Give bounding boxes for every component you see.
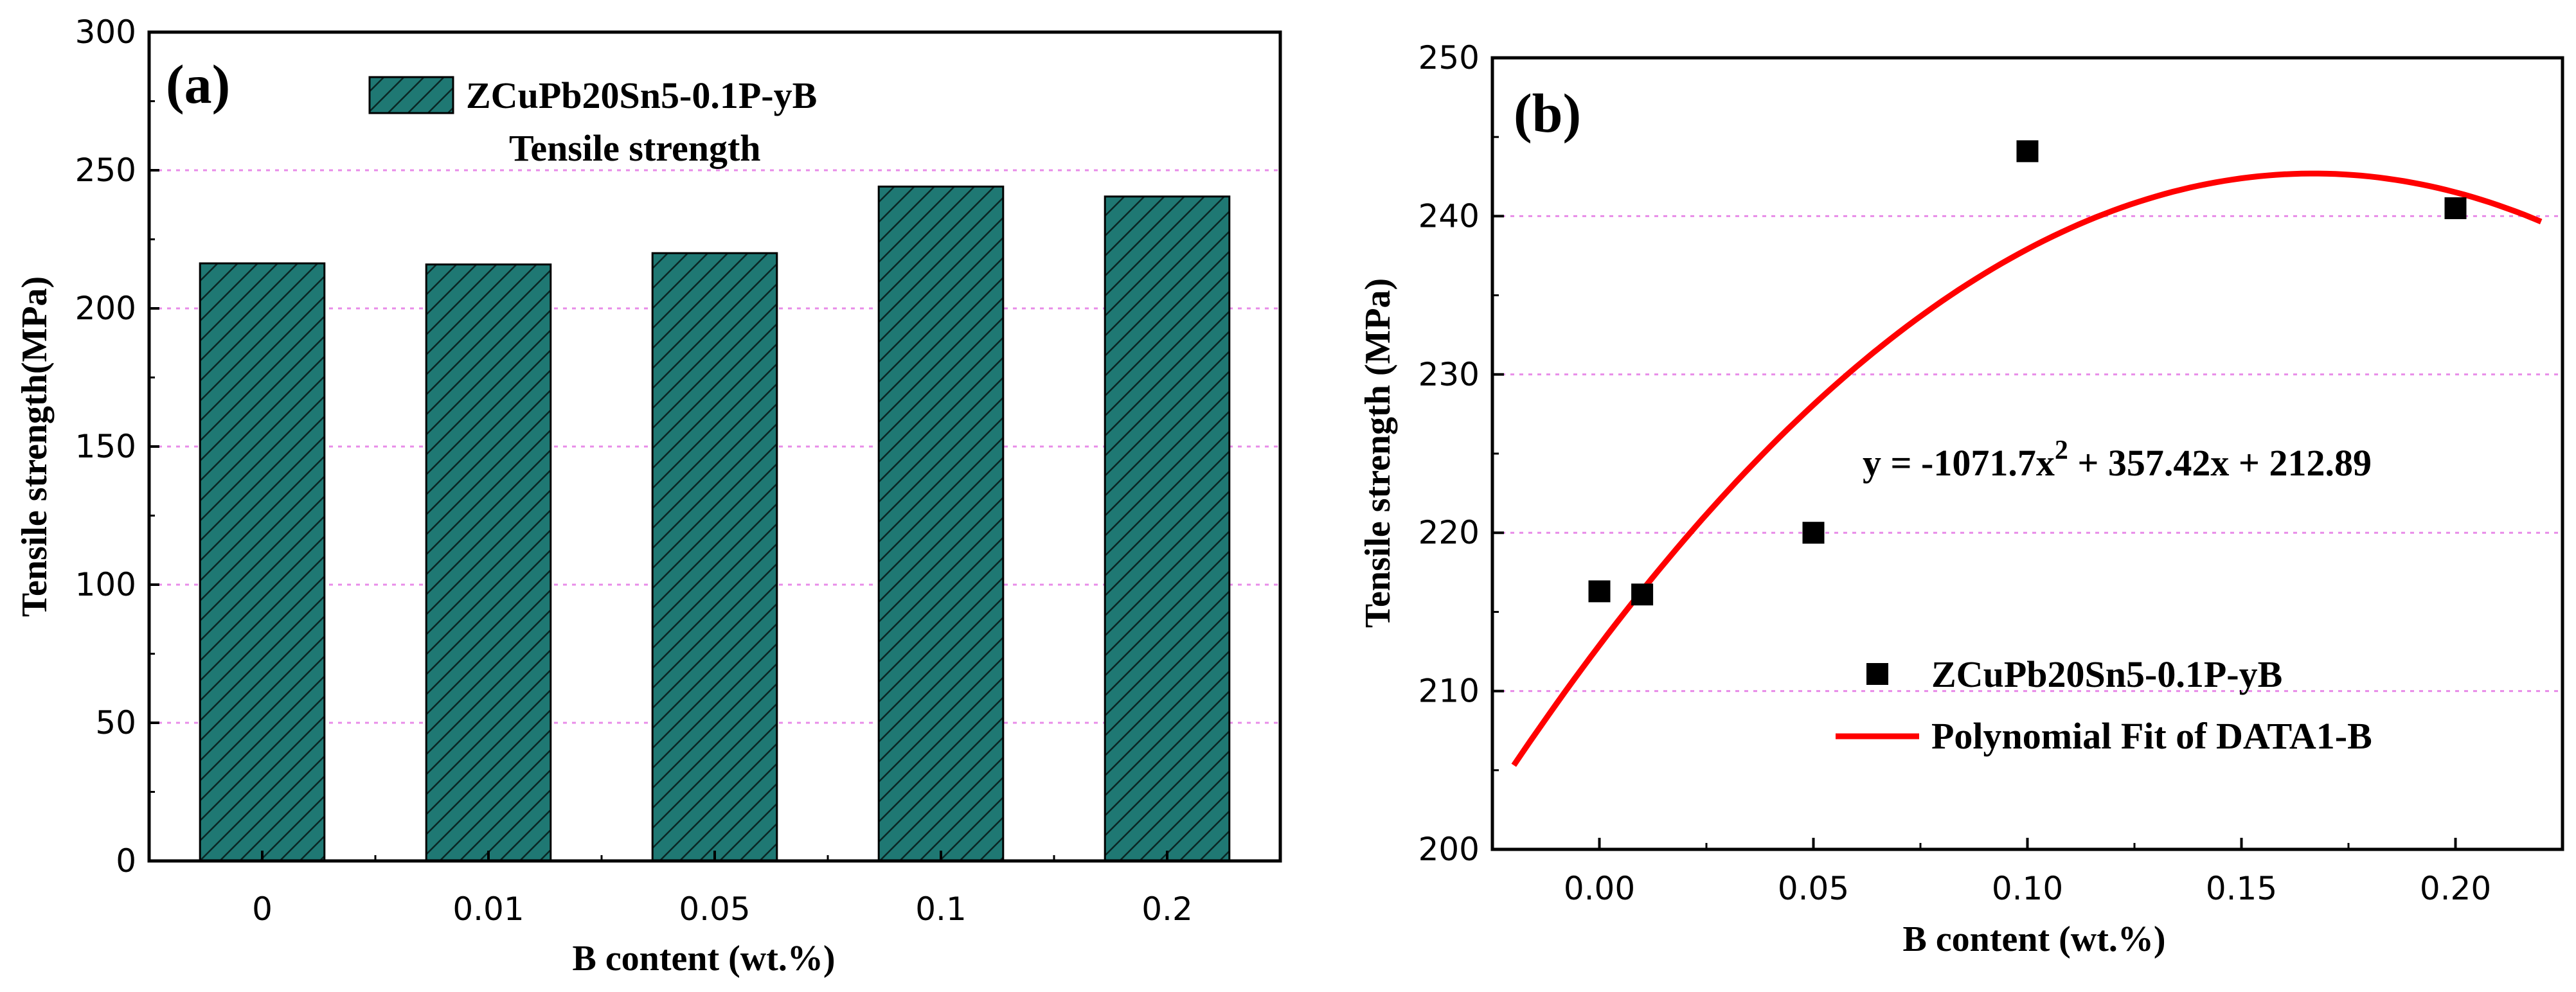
b-y-tick-label: 230 xyxy=(1418,356,1480,393)
a-bar xyxy=(199,262,326,862)
b-equation-exponent: 2 xyxy=(2055,436,2068,465)
b-equation-suffix: + 357.42x + 212.89 xyxy=(2068,442,2372,484)
b-data-point xyxy=(1588,580,1611,603)
a-bar xyxy=(877,185,1005,862)
scatter-chart-panel-b: 200 210 220 230 240 250 0.00 0.05 0.10 0.15 0.20 (… xyxy=(1358,39,2564,959)
b-legend-marker xyxy=(1866,663,1888,685)
b-y-tick-label: 210 xyxy=(1418,673,1480,710)
b-data-points xyxy=(1588,140,2467,606)
b-legend: ZCuPb20Sn5-0.1P-yB Polynomial Fit of DAT… xyxy=(1836,653,2372,757)
b-y-axis-title: Tensile strength (MPa) xyxy=(1358,278,1398,628)
a-x-tick-label: 0 xyxy=(252,890,273,928)
b-data-point xyxy=(2016,140,2039,163)
a-y-tick-label: 0 xyxy=(116,842,136,880)
b-legend-label-points: ZCuPb20Sn5-0.1P-yB xyxy=(1931,653,2282,695)
b-panel-label: (b) xyxy=(1514,82,1581,144)
b-x-tick-label: 0.20 xyxy=(2420,870,2491,907)
b-x-tick-label: 0.15 xyxy=(2206,870,2277,907)
a-bar xyxy=(1104,195,1231,862)
b-data-point xyxy=(2444,197,2467,220)
a-legend-title: Tensile strength xyxy=(509,127,761,169)
b-gridlines xyxy=(1492,215,2563,693)
a-panel-label: (a) xyxy=(166,53,230,115)
a-x-axis-title: B content (wt.%) xyxy=(572,939,835,979)
a-y-tick-label: 100 xyxy=(75,566,136,603)
a-bar xyxy=(425,263,552,862)
bar-chart-panel-a: 0 50 100 150 200 250 300 0 0.01 0.05 0.1 0.2 (a) ZC… xyxy=(15,13,1282,979)
b-data-point xyxy=(1802,522,1825,544)
b-fit-equation: y = -1071.7x2 + 357.42x + 212.89 xyxy=(1863,436,2372,484)
a-bar xyxy=(651,252,778,862)
a-ticks: 0 50 100 150 200 250 300 0 0.01 0.05 0.1 0.2 xyxy=(75,13,1193,928)
b-equation-prefix: y = -1071.7x xyxy=(1863,442,2055,484)
a-y-tick-label: 50 xyxy=(95,704,136,741)
a-y-axis-title: Tensile strength(MPa) xyxy=(15,276,55,617)
a-legend: ZCuPb20Sn5-0.1P-yB Tensile strength xyxy=(368,75,817,169)
b-y-tick-label: 240 xyxy=(1418,197,1480,235)
b-y-tick-label: 220 xyxy=(1418,514,1480,551)
a-y-tick-label: 300 xyxy=(75,13,136,51)
b-fit-curve xyxy=(1511,170,2543,767)
a-legend-swatch xyxy=(368,76,454,114)
b-y-tick-label: 200 xyxy=(1418,831,1480,868)
a-x-tick-label: 0.1 xyxy=(915,890,967,928)
a-bars xyxy=(199,185,1231,862)
a-y-tick-label: 200 xyxy=(75,290,136,327)
b-ticks: 200 210 220 230 240 250 0.00 0.05 0.10 0.15 0.20 xyxy=(1418,39,2564,907)
b-x-axis-title: B content (wt.%) xyxy=(1902,919,2165,959)
b-x-tick-label: 0.05 xyxy=(1778,870,1849,907)
b-x-tick-label: 0.10 xyxy=(1992,870,2063,907)
a-x-tick-label: 0.05 xyxy=(679,890,750,928)
b-data-point xyxy=(1631,583,1654,606)
a-y-tick-label: 150 xyxy=(75,428,136,465)
a-x-tick-label: 0.2 xyxy=(1141,890,1193,928)
b-y-tick-label: 250 xyxy=(1418,39,1480,76)
b-x-tick-label: 0.00 xyxy=(1564,870,1635,907)
a-legend-label: ZCuPb20Sn5-0.1P-yB xyxy=(466,75,817,116)
a-y-tick-label: 250 xyxy=(75,152,136,189)
a-x-tick-label: 0.01 xyxy=(452,890,524,928)
b-legend-label-fit: Polynomial Fit of DATA1-B xyxy=(1931,715,2372,757)
